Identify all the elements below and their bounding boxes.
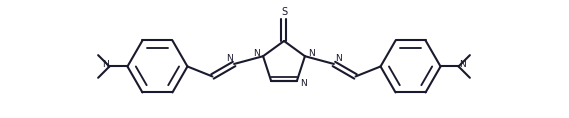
Text: N: N	[102, 60, 109, 69]
Text: N: N	[300, 79, 307, 88]
Text: N: N	[308, 49, 315, 58]
Text: N: N	[459, 60, 466, 69]
Text: N: N	[336, 55, 343, 63]
Text: S: S	[281, 7, 287, 17]
Text: N: N	[253, 49, 259, 58]
Text: N: N	[226, 55, 233, 63]
